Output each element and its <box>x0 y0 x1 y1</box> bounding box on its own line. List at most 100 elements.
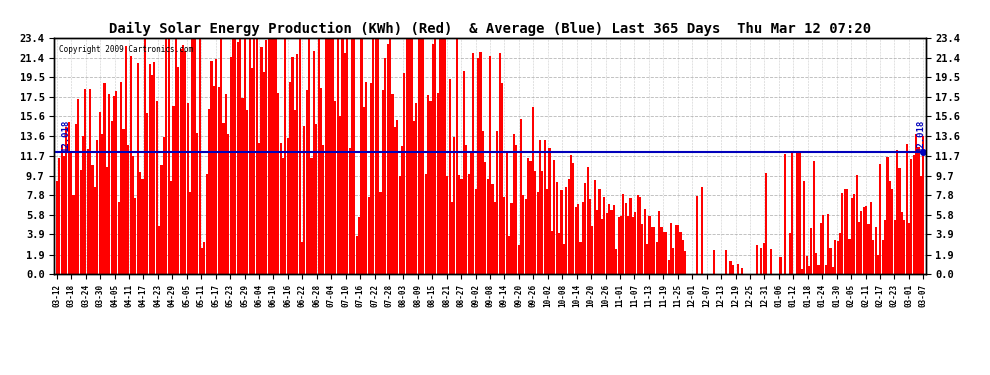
Title: Daily Solar Energy Production (KWh) (Red)  & Average (Blue) Last 365 Days  Thu M: Daily Solar Energy Production (KWh) (Red… <box>109 22 871 36</box>
Bar <box>384 58 386 274</box>
Bar <box>823 215 825 274</box>
Bar <box>891 189 893 274</box>
Bar <box>458 175 460 274</box>
Bar <box>158 226 160 274</box>
Bar <box>379 192 381 274</box>
Bar <box>137 63 139 274</box>
Bar <box>318 38 320 274</box>
Bar <box>387 44 389 274</box>
Bar <box>396 120 398 274</box>
Bar <box>215 59 218 274</box>
Bar <box>532 106 534 274</box>
Bar <box>567 179 569 274</box>
Bar <box>591 226 593 274</box>
Bar <box>798 150 801 274</box>
Bar <box>506 153 508 274</box>
Bar <box>420 38 422 274</box>
Bar <box>525 198 527 274</box>
Bar <box>565 188 567 274</box>
Bar <box>832 267 834 274</box>
Bar <box>910 159 913 274</box>
Bar <box>537 192 539 274</box>
Bar <box>701 186 703 274</box>
Bar <box>270 38 272 274</box>
Bar <box>203 242 206 274</box>
Bar <box>520 120 522 274</box>
Bar <box>467 174 469 274</box>
Text: 12.018: 12.018 <box>61 120 70 152</box>
Bar <box>830 248 832 274</box>
Bar <box>439 38 442 274</box>
Bar <box>548 148 550 274</box>
Bar <box>382 90 384 274</box>
Bar <box>60 145 62 274</box>
Bar <box>232 38 234 274</box>
Bar <box>472 53 474 274</box>
Bar <box>342 38 344 274</box>
Bar <box>496 131 498 274</box>
Bar <box>491 184 493 274</box>
Bar <box>462 70 465 274</box>
Bar <box>223 123 225 274</box>
Bar <box>820 223 822 274</box>
Bar <box>765 173 767 274</box>
Text: 12.018: 12.018 <box>916 120 925 152</box>
Bar <box>867 224 869 274</box>
Bar <box>184 51 186 274</box>
Bar <box>425 174 427 274</box>
Bar <box>494 202 496 274</box>
Bar <box>446 176 448 274</box>
Bar <box>413 121 415 274</box>
Bar <box>530 161 532 274</box>
Bar <box>125 46 127 274</box>
Bar <box>682 240 684 274</box>
Bar <box>553 160 555 274</box>
Bar <box>477 58 479 274</box>
Bar <box>503 197 506 274</box>
Bar <box>870 202 872 274</box>
Bar <box>282 158 284 274</box>
Bar <box>72 195 74 274</box>
Bar <box>360 38 362 274</box>
Bar <box>713 250 715 274</box>
Bar <box>842 192 843 274</box>
Bar <box>448 79 450 274</box>
Bar <box>627 216 630 274</box>
Bar <box>572 162 574 274</box>
Bar <box>308 38 310 274</box>
Bar <box>123 129 125 274</box>
Bar <box>898 168 901 274</box>
Bar <box>427 94 430 274</box>
Bar <box>108 93 110 274</box>
Bar <box>755 245 757 274</box>
Bar <box>437 93 439 274</box>
Bar <box>148 64 150 274</box>
Bar <box>132 156 134 274</box>
Bar <box>558 232 560 274</box>
Bar <box>574 207 577 274</box>
Bar <box>648 216 650 274</box>
Bar <box>139 172 142 274</box>
Bar <box>103 83 106 274</box>
Bar <box>106 167 108 274</box>
Bar <box>920 176 922 274</box>
Bar <box>908 223 910 274</box>
Bar <box>247 110 248 274</box>
Bar <box>355 236 357 274</box>
Bar <box>762 243 765 274</box>
Bar <box>730 261 732 274</box>
Bar <box>415 103 418 274</box>
Bar <box>732 265 734 274</box>
Bar <box>455 38 457 274</box>
Bar <box>311 158 313 274</box>
Bar <box>150 75 153 274</box>
Bar <box>172 106 174 274</box>
Bar <box>253 38 255 274</box>
Bar <box>611 210 613 274</box>
Bar <box>879 164 881 274</box>
Bar <box>843 189 845 274</box>
Bar <box>182 45 184 274</box>
Bar <box>63 156 65 274</box>
Bar <box>142 179 144 274</box>
Bar <box>394 128 396 274</box>
